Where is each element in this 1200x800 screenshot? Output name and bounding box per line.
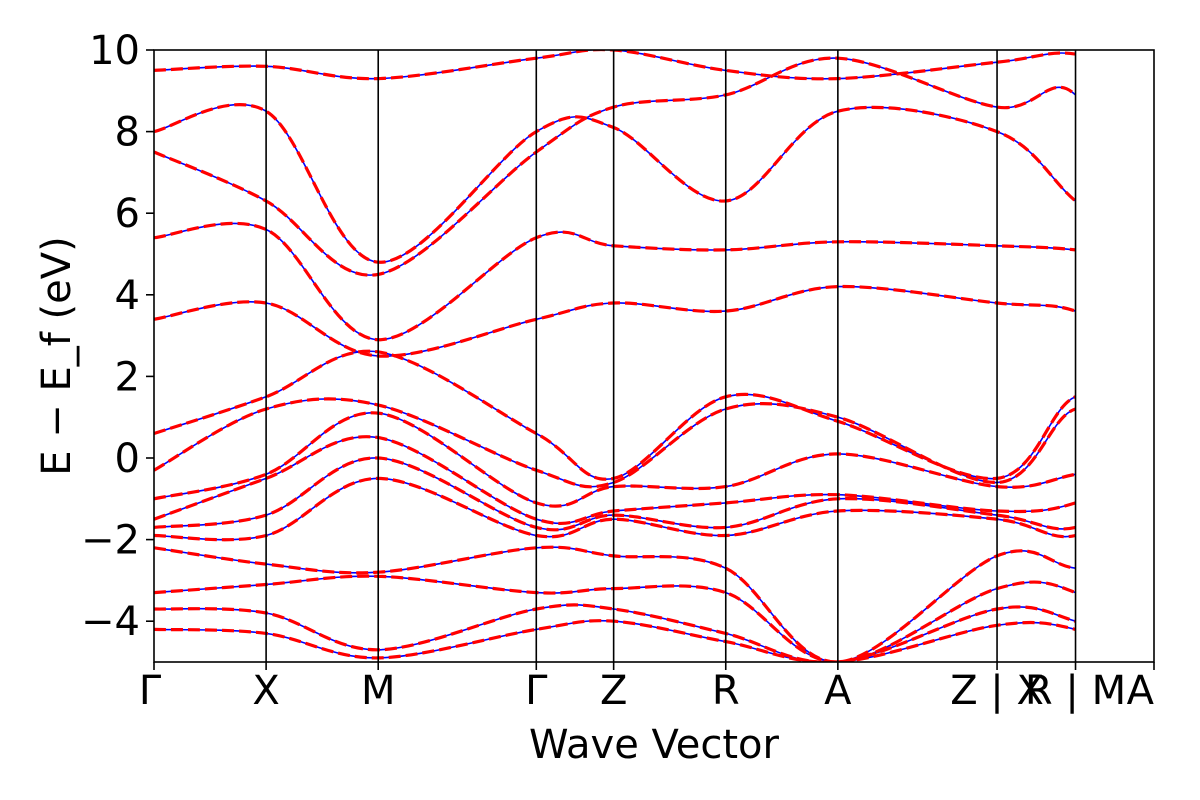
y-axis-label: E − E_f (eV) — [34, 236, 80, 475]
x-tick-label-6: A — [824, 668, 852, 714]
y-axis-ticks: −4 −2 0 2 4 6 8 10 — [81, 28, 154, 645]
y-tick-label-7: 10 — [89, 28, 140, 74]
band-dashed-8 — [154, 435, 1076, 525]
band-dashed-11 — [154, 545, 1076, 662]
x-tick-label-0: Γ — [139, 668, 162, 714]
band-dashed-7 — [154, 411, 1076, 508]
x-tick-label-8: R | M — [1025, 668, 1126, 714]
band-dashed-12 — [154, 574, 1077, 662]
x-axis-label: Wave Vector — [529, 722, 780, 768]
y-tick-label-0: −4 — [81, 599, 140, 645]
x-tick-label-7: Z | X — [950, 668, 1044, 714]
x-tick-label-4: Z — [600, 668, 627, 714]
y-tick-label-4: 4 — [115, 273, 140, 319]
y-tick-label-6: 8 — [115, 110, 140, 156]
x-tick-label-1: X — [252, 668, 279, 714]
x-tick-label-3: Γ — [525, 668, 548, 714]
plot-frame — [153, 49, 1155, 663]
band-dashed-10 — [154, 476, 1076, 542]
y-tick-label-2: 0 — [115, 436, 140, 482]
x-tick-label-2: M — [361, 668, 396, 714]
x-tick-label-5: R — [712, 668, 740, 714]
y-tick-label-1: −2 — [81, 518, 140, 564]
band-dashed-13 — [154, 603, 1076, 662]
x-tick-label-9: A — [1127, 668, 1155, 714]
y-tick-label-3: 2 — [115, 354, 140, 400]
band-dashed-3 — [154, 221, 1076, 342]
k-point-dividers — [265, 50, 1077, 662]
y-tick-label-5: 6 — [115, 191, 140, 237]
